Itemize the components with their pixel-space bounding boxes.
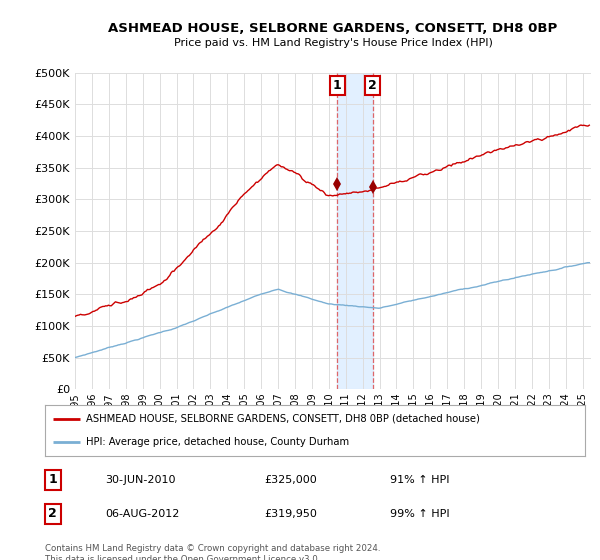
Text: 99% ↑ HPI: 99% ↑ HPI bbox=[390, 508, 449, 519]
Text: 1: 1 bbox=[333, 79, 341, 92]
Text: ASHMEAD HOUSE, SELBORNE GARDENS, CONSETT, DH8 0BP (detached house): ASHMEAD HOUSE, SELBORNE GARDENS, CONSETT… bbox=[86, 414, 479, 424]
Text: £319,950: £319,950 bbox=[264, 508, 317, 519]
Text: 30-JUN-2010: 30-JUN-2010 bbox=[105, 475, 176, 485]
Text: 2: 2 bbox=[368, 79, 377, 92]
Text: 06-AUG-2012: 06-AUG-2012 bbox=[105, 508, 179, 519]
Bar bbox=[337, 73, 373, 389]
Text: HPI: Average price, detached house, County Durham: HPI: Average price, detached house, Coun… bbox=[86, 437, 349, 447]
Text: Contains HM Land Registry data © Crown copyright and database right 2024.
This d: Contains HM Land Registry data © Crown c… bbox=[45, 544, 380, 560]
Text: Price paid vs. HM Land Registry's House Price Index (HPI): Price paid vs. HM Land Registry's House … bbox=[173, 38, 493, 48]
Text: ASHMEAD HOUSE, SELBORNE GARDENS, CONSETT, DH8 0BP: ASHMEAD HOUSE, SELBORNE GARDENS, CONSETT… bbox=[109, 22, 557, 35]
Text: 91% ↑ HPI: 91% ↑ HPI bbox=[390, 475, 449, 485]
Text: 2: 2 bbox=[49, 507, 57, 520]
Text: 1: 1 bbox=[49, 473, 57, 487]
Text: £325,000: £325,000 bbox=[264, 475, 317, 485]
